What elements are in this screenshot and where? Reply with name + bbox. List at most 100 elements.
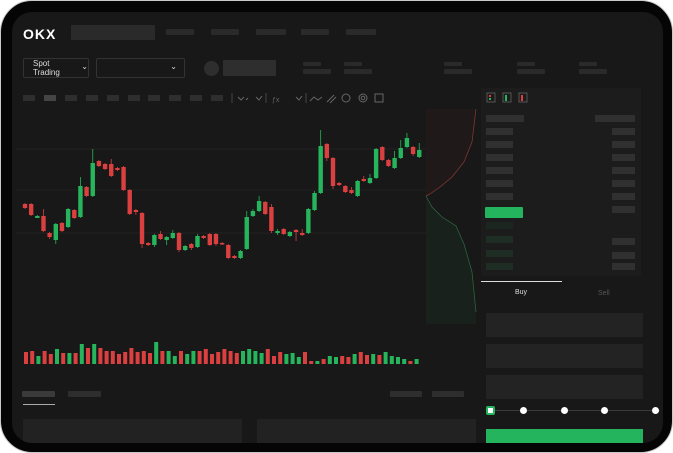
depth-bids-line [425, 195, 477, 313]
volume-bar [117, 354, 121, 364]
filter-button[interactable] [432, 391, 464, 397]
volume-bar [346, 357, 351, 364]
volume-bar [241, 351, 245, 364]
bids-only-icon[interactable] [502, 92, 512, 103]
volume-bar [358, 352, 363, 364]
candle-body [306, 209, 311, 233]
candle-body [22, 204, 28, 208]
slider-handle[interactable] [486, 406, 495, 415]
tab-buy[interactable]: Buy [515, 289, 528, 296]
nav-item[interactable] [166, 29, 194, 35]
app-screen: OKX Spot Trading ⌄ ⌄ ƒx [12, 12, 663, 443]
filter-button[interactable] [390, 391, 422, 397]
stat-label [344, 62, 362, 66]
volume-bar [86, 348, 90, 364]
interval-button[interactable] [211, 95, 223, 101]
tab-order-history[interactable] [68, 391, 101, 397]
volume-bar [30, 351, 35, 364]
fullscreen-icon[interactable] [374, 93, 384, 103]
stat-value [444, 69, 472, 74]
volume-bar [321, 359, 326, 364]
interval-button[interactable] [190, 95, 202, 101]
nav-item[interactable] [346, 29, 376, 35]
gauge-icon[interactable] [341, 93, 351, 103]
chevron-down-icon[interactable] [295, 95, 303, 101]
pair-select[interactable]: ⌄ [96, 58, 185, 78]
asks-only-icon[interactable] [518, 92, 528, 103]
candle-body [176, 233, 182, 250]
ask-marker [521, 95, 523, 101]
indicator-icon[interactable] [237, 96, 249, 101]
nav-item[interactable] [301, 29, 329, 35]
interval-button[interactable] [169, 95, 181, 101]
volume-bar [315, 361, 320, 364]
ruler-icon[interactable] [326, 94, 337, 104]
slider-stop-75[interactable] [601, 407, 608, 414]
chevron-down-icon[interactable] [255, 95, 263, 101]
line-tool-icon[interactable] [309, 96, 323, 102]
interval-button[interactable] [107, 95, 119, 101]
volume-bar [259, 353, 264, 364]
interval-button[interactable] [86, 95, 98, 101]
ask-amount [612, 141, 635, 148]
tab-sell[interactable]: Sell [598, 290, 610, 297]
fx-icon[interactable]: ƒx [272, 97, 280, 104]
volume-bar [371, 354, 376, 364]
interval-button[interactable] [148, 95, 160, 101]
ask-price[interactable] [486, 180, 513, 187]
slider-stop-100[interactable] [652, 407, 659, 414]
amount-slider-track[interactable] [490, 410, 660, 411]
total-input[interactable] [486, 375, 643, 399]
candlestick-chart[interactable] [12, 12, 487, 372]
candle-body [392, 158, 397, 168]
ask-price[interactable] [486, 193, 513, 200]
interval-button[interactable] [23, 95, 35, 101]
ask-price[interactable] [486, 128, 513, 135]
spot-trading-select[interactable]: Spot Trading ⌄ [23, 58, 89, 78]
bid-price[interactable] [486, 236, 513, 243]
volume-bar [172, 356, 177, 364]
chart-tools: ƒx [231, 93, 384, 104]
volume-bar [73, 353, 78, 364]
bid-price[interactable] [486, 222, 513, 229]
candle-body [121, 167, 126, 190]
ask-amount [612, 193, 635, 200]
interval-button[interactable] [65, 95, 77, 101]
nav-item[interactable] [211, 29, 239, 35]
volume-bar [135, 352, 140, 364]
bid-price[interactable] [486, 263, 513, 270]
volume-bar [389, 356, 394, 364]
ask-price[interactable] [486, 167, 513, 174]
chevron-down-icon: ⌄ [81, 61, 88, 71]
slider-stop-50[interactable] [561, 407, 568, 414]
ask-amount [612, 128, 635, 135]
amount-input[interactable] [486, 344, 643, 368]
tab-open-orders[interactable] [22, 391, 55, 397]
candle-body [293, 230, 299, 232]
ask-price[interactable] [486, 141, 513, 148]
volume-bar [141, 351, 146, 364]
price-input[interactable] [486, 313, 643, 337]
ask-price[interactable] [486, 154, 513, 161]
candle-body [195, 236, 200, 247]
interval-button-active[interactable] [44, 95, 56, 101]
price-header [486, 115, 524, 122]
slider-stop-25[interactable] [520, 407, 527, 414]
candle-body [152, 235, 157, 245]
volume-bar [365, 355, 369, 364]
candle-body [84, 187, 89, 196]
nav-item[interactable] [256, 29, 286, 35]
candle-body [238, 251, 243, 258]
candle-body [170, 233, 176, 238]
interval-button[interactable] [128, 95, 140, 101]
volume-bar [123, 352, 128, 364]
volume-bar [110, 351, 115, 364]
search-bar[interactable] [71, 25, 155, 40]
bid-price[interactable] [486, 250, 513, 257]
candle-body [115, 168, 120, 170]
candle-body [72, 210, 77, 218]
buy-submit-button[interactable] [486, 429, 643, 443]
both-sides-icon[interactable] [486, 92, 496, 103]
candle-body [361, 179, 366, 181]
settings-icon[interactable] [358, 93, 368, 103]
